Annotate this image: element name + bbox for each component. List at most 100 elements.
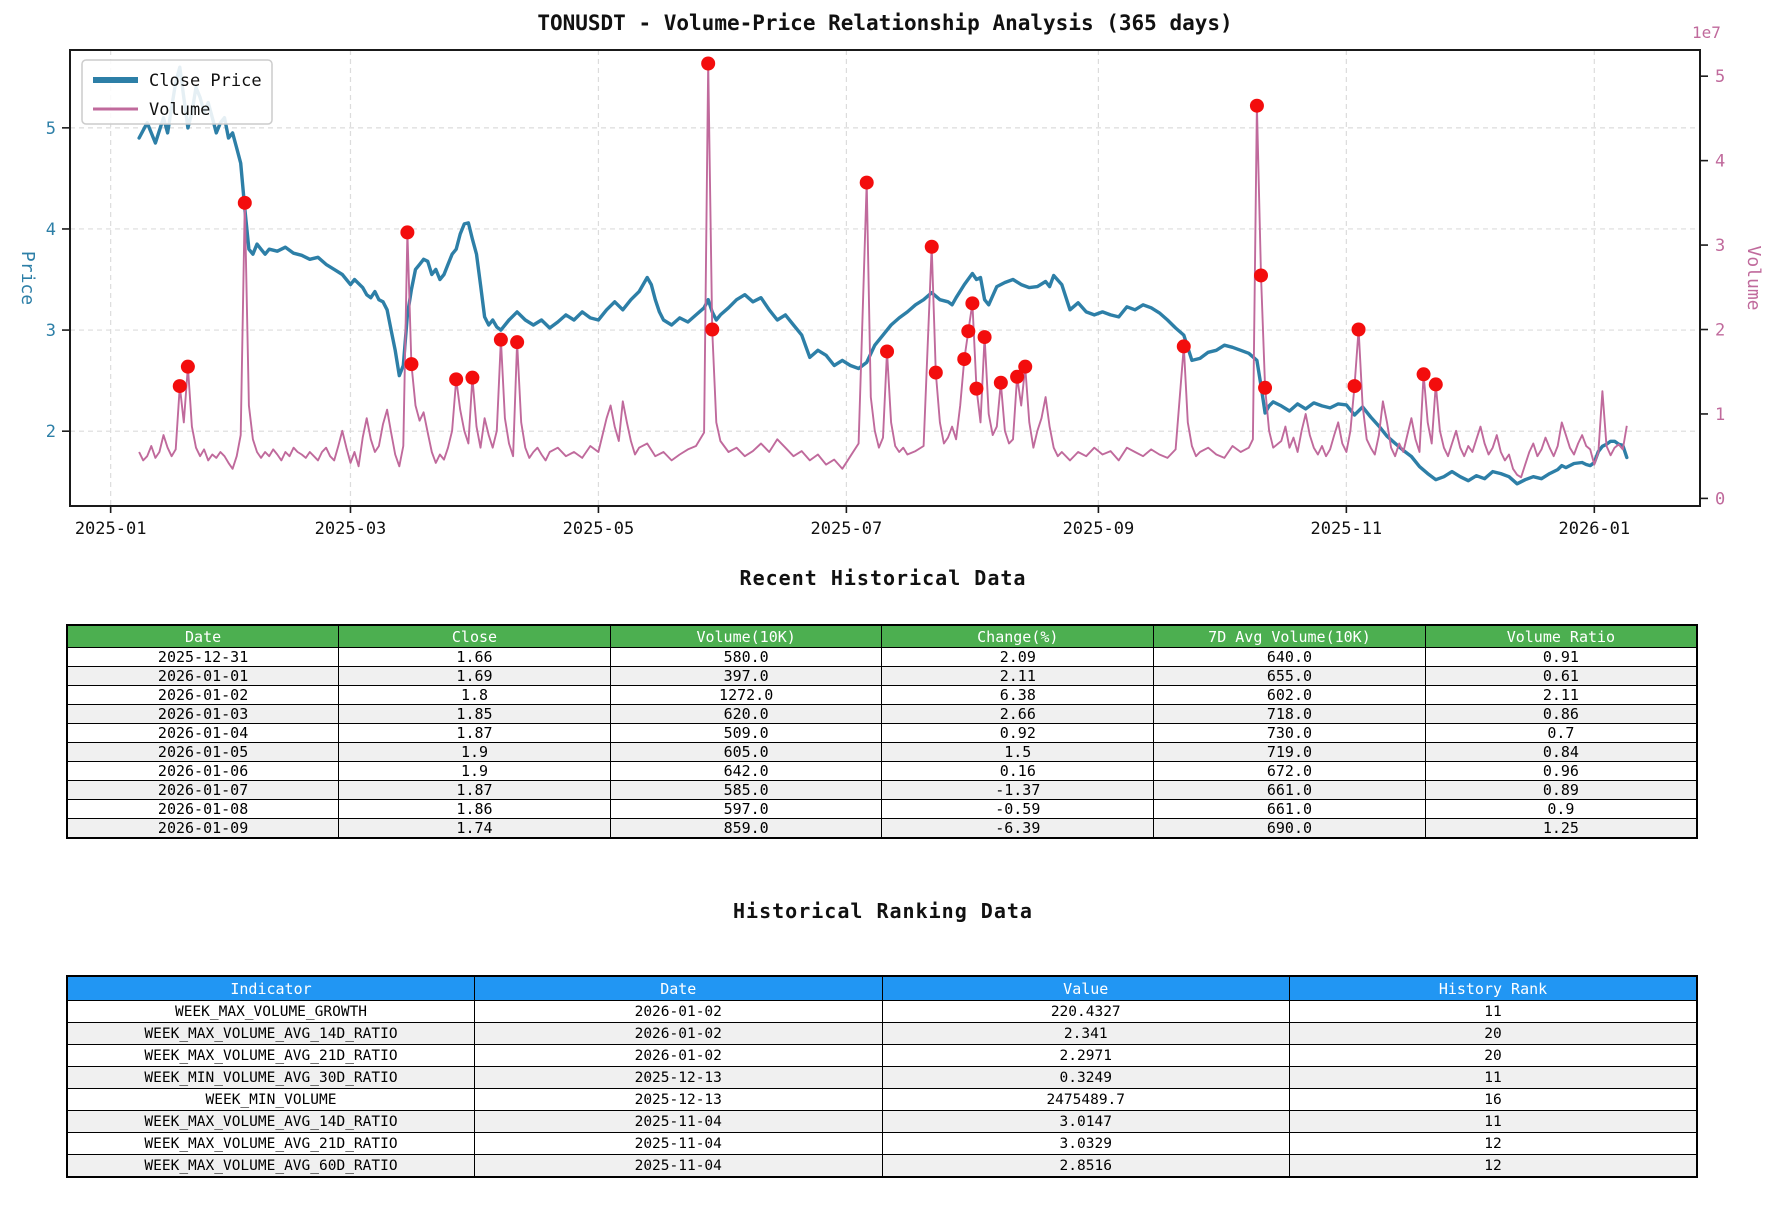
table-cell: WEEK_MAX_VOLUME_AVG_14D_RATIO xyxy=(66,1022,475,1045)
table-row: 2026-01-05 1.9 605.0 1.5 719.0 0.84 xyxy=(66,742,1698,762)
column-header: Volume(10K) xyxy=(609,624,883,648)
table-cell: WEEK_MAX_VOLUME_GROWTH xyxy=(66,1000,475,1023)
table-cell: -0.59 xyxy=(881,799,1155,819)
table-cell: 690.0 xyxy=(1153,818,1426,839)
table-cell: 1.5 xyxy=(881,742,1155,762)
legend-label: Close Price xyxy=(149,71,262,91)
table-row: 2026-01-02 1.8 1272.0 6.38 602.0 2.11 xyxy=(66,685,1698,705)
volume-tick-label: 1 xyxy=(1715,405,1725,425)
table-row: 2026-01-09 1.74 859.0 -6.39 690.0 1.25 xyxy=(66,818,1698,839)
table-cell: WEEK_MAX_VOLUME_AVG_21D_RATIO xyxy=(66,1132,475,1155)
table-cell: 2026-01-01 xyxy=(66,666,340,686)
volume-line xyxy=(138,62,1628,479)
table-cell: 1.74 xyxy=(338,818,611,839)
table-row: 2026-01-08 1.86 597.0 -0.59 661.0 0.9 xyxy=(66,799,1698,819)
table-row: 2026-01-07 1.87 585.0 -1.37 661.0 0.89 xyxy=(66,780,1698,800)
close-price-line xyxy=(137,65,1629,486)
price-tick-label: 2 xyxy=(46,422,56,442)
volume-tick-label: 4 xyxy=(1715,152,1725,172)
table-cell: 2026-01-02 xyxy=(474,1022,883,1045)
column-header: Date xyxy=(66,624,340,648)
table-cell: 2026-01-02 xyxy=(474,1000,883,1023)
table-cell: 12 xyxy=(1289,1132,1698,1155)
table-cell: 2025-11-04 xyxy=(474,1110,883,1133)
x-tick-label: 2025-03 xyxy=(315,519,387,539)
table-row: 2026-01-01 1.69 397.0 2.11 655.0 0.61 xyxy=(66,666,1698,686)
table-cell: 730.0 xyxy=(1153,723,1426,743)
table-cell: 1.25 xyxy=(1424,818,1698,839)
table-cell: 2026-01-08 xyxy=(66,799,340,819)
recent-data-table: Date Close Volume(10K) Change(%) 7D Avg Volu… xyxy=(66,624,1698,839)
table-row: WEEK_MAX_VOLUME_GROWTH 2026-01-02 220.4327… xyxy=(66,1000,1698,1023)
table-cell: 1.85 xyxy=(338,704,611,724)
column-header: 7D Avg Volume(10K) xyxy=(1153,624,1426,648)
table-cell: 3.0329 xyxy=(881,1132,1290,1155)
table-cell: 11 xyxy=(1289,1110,1698,1133)
table-cell: -6.39 xyxy=(881,818,1155,839)
table-cell: 0.3249 xyxy=(881,1066,1290,1089)
table-cell: 859.0 xyxy=(609,818,883,839)
table-cell: 640.0 xyxy=(1153,647,1426,667)
x-tick-label: 2025-07 xyxy=(811,519,883,539)
table-cell: 2026-01-07 xyxy=(66,780,340,800)
table-cell: 580.0 xyxy=(609,647,883,667)
plot-border xyxy=(69,49,1701,507)
table-cell: 1.69 xyxy=(338,666,611,686)
table-cell: 12 xyxy=(1289,1154,1698,1178)
column-header: Value xyxy=(881,975,1290,1001)
table-cell: 509.0 xyxy=(609,723,883,743)
header-row: Date Close Volume(10K) Change(%) 7D Avg Volu… xyxy=(66,624,1698,648)
ranking-table-title: Historical Ranking Data xyxy=(733,899,1033,923)
grid-lines xyxy=(70,50,1700,506)
table-cell: 0.86 xyxy=(1424,704,1698,724)
table-cell: 661.0 xyxy=(1153,780,1426,800)
table-cell: 1.87 xyxy=(338,723,611,743)
table-cell: WEEK_MIN_VOLUME xyxy=(66,1088,475,1111)
table-cell: 2.2971 xyxy=(881,1044,1290,1067)
table-cell: 11 xyxy=(1289,1000,1698,1023)
table-cell: 1.8 xyxy=(338,685,611,705)
table-cell: 602.0 xyxy=(1153,685,1426,705)
ranking-table-header: Indicator Date Value History Rank xyxy=(66,975,1698,1001)
table-cell: 0.91 xyxy=(1424,647,1698,667)
column-header: Indicator xyxy=(66,975,475,1001)
table-cell: 3.0147 xyxy=(881,1110,1290,1133)
table-cell: 1.9 xyxy=(338,761,611,781)
table-cell: 2025-12-13 xyxy=(474,1066,883,1089)
table-row: 2025-12-31 1.66 580.0 2.09 640.0 0.91 xyxy=(66,647,1698,667)
volume-tick-label: 3 xyxy=(1715,236,1725,256)
table-cell: 20 xyxy=(1289,1044,1698,1067)
table-cell: 0.89 xyxy=(1424,780,1698,800)
table-row: WEEK_MAX_VOLUME_AVG_21D_RATIO 2025-11-04 3… xyxy=(66,1132,1698,1155)
table-cell: 672.0 xyxy=(1153,761,1426,781)
table-cell: 661.0 xyxy=(1153,799,1426,819)
table-cell: 2.09 xyxy=(881,647,1155,667)
volume-tick-label: 2 xyxy=(1715,321,1725,341)
table-cell: WEEK_MAX_VOLUME_AVG_60D_RATIO xyxy=(66,1154,475,1178)
table-cell: WEEK_MAX_VOLUME_AVG_21D_RATIO xyxy=(66,1044,475,1067)
column-header: Close xyxy=(338,624,611,648)
table-cell: 1.87 xyxy=(338,780,611,800)
table-cell: 2026-01-09 xyxy=(66,818,340,839)
table-cell: 0.84 xyxy=(1424,742,1698,762)
table-cell: 620.0 xyxy=(609,704,883,724)
x-tick-label: 2025-01 xyxy=(75,519,147,539)
table-cell: 1272.0 xyxy=(609,685,883,705)
table-cell: 2.11 xyxy=(1424,685,1698,705)
table-cell: 597.0 xyxy=(609,799,883,819)
price-tick-label: 5 xyxy=(46,119,56,139)
table-cell: 2026-01-04 xyxy=(66,723,340,743)
table-cell: 2.11 xyxy=(881,666,1155,686)
table-cell: 2025-12-31 xyxy=(66,647,340,667)
table-cell: 0.61 xyxy=(1424,666,1698,686)
price-tick-label: 4 xyxy=(46,220,56,240)
table-cell: 1.86 xyxy=(338,799,611,819)
x-tick-label: 2025-09 xyxy=(1063,519,1135,539)
volume-tick-label: 0 xyxy=(1715,489,1725,509)
x-tick-label: 2025-05 xyxy=(563,519,635,539)
table-cell: 2026-01-02 xyxy=(474,1044,883,1067)
table-cell: 2026-01-03 xyxy=(66,704,340,724)
table-cell: -1.37 xyxy=(881,780,1155,800)
table-cell: 2025-11-04 xyxy=(474,1154,883,1178)
recent-table-body: 2025-12-31 1.66 580.0 2.09 640.0 0.91 2026-01-… xyxy=(66,647,1698,839)
